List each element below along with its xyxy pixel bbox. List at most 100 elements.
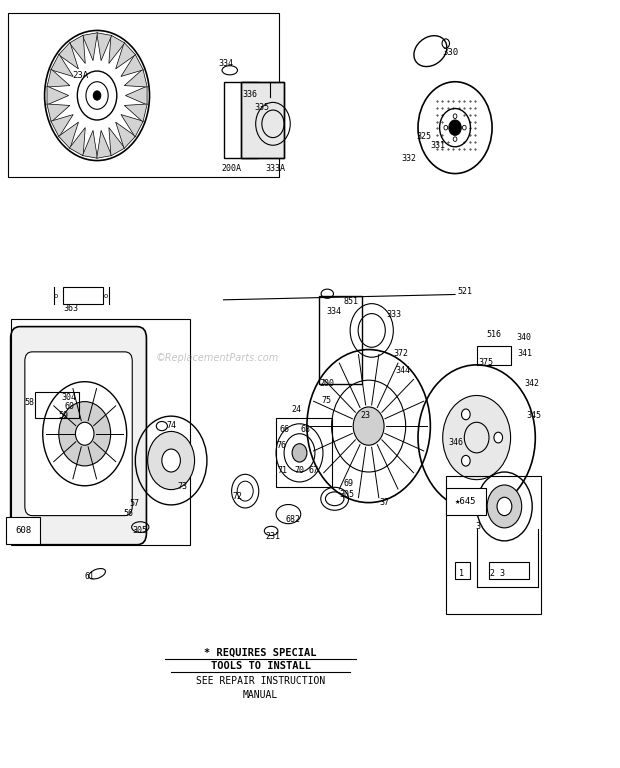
Text: 375: 375	[479, 358, 494, 367]
Text: 346: 346	[449, 439, 464, 447]
Text: 363: 363	[63, 303, 78, 313]
Bar	[446, 476, 541, 614]
Text: 72: 72	[233, 492, 243, 501]
Polygon shape	[47, 69, 70, 87]
Text: 37: 37	[379, 498, 389, 507]
Circle shape	[162, 449, 180, 472]
Circle shape	[497, 497, 512, 515]
Text: 2 3: 2 3	[490, 569, 505, 578]
Circle shape	[76, 422, 94, 445]
Text: 305: 305	[132, 526, 147, 535]
Text: 342: 342	[525, 379, 540, 389]
FancyBboxPatch shape	[25, 352, 132, 515]
Bar	[241, 81, 284, 158]
Polygon shape	[47, 104, 70, 122]
Polygon shape	[121, 114, 143, 137]
Text: 608: 608	[15, 526, 31, 535]
Text: 344: 344	[395, 366, 410, 375]
Bar	[224, 81, 257, 158]
Bar	[455, 562, 471, 579]
Circle shape	[94, 91, 101, 100]
Text: 56: 56	[123, 508, 133, 518]
Text: 60: 60	[64, 402, 74, 411]
Bar	[241, 81, 284, 158]
Text: 336: 336	[242, 90, 257, 99]
Polygon shape	[58, 122, 79, 148]
Text: 332: 332	[401, 154, 417, 163]
Polygon shape	[58, 42, 79, 69]
Text: 851: 851	[344, 296, 359, 306]
Polygon shape	[116, 122, 136, 148]
Text: MANUAL: MANUAL	[243, 690, 278, 700]
Polygon shape	[69, 127, 86, 156]
Text: * REQUIRES SPECIAL: * REQUIRES SPECIAL	[205, 647, 317, 657]
Circle shape	[453, 137, 457, 141]
Polygon shape	[109, 35, 125, 64]
Text: 68: 68	[301, 425, 311, 434]
Text: 76: 76	[276, 442, 286, 450]
Text: 58: 58	[25, 399, 35, 408]
Circle shape	[59, 402, 110, 466]
Polygon shape	[69, 35, 86, 64]
Polygon shape	[47, 86, 69, 105]
Polygon shape	[125, 86, 147, 105]
Text: 23: 23	[361, 412, 371, 420]
Text: 516: 516	[486, 329, 501, 339]
Text: ©ReplacementParts.com: ©ReplacementParts.com	[156, 353, 279, 363]
Text: 325: 325	[416, 132, 431, 141]
Circle shape	[443, 396, 511, 480]
Text: o: o	[104, 293, 107, 300]
Text: 66: 66	[279, 425, 289, 434]
Text: 341: 341	[517, 349, 533, 358]
Polygon shape	[97, 131, 112, 158]
Bar	[319, 296, 363, 384]
Text: 372: 372	[393, 349, 409, 358]
Text: 67: 67	[309, 465, 319, 475]
Text: 71: 71	[277, 465, 287, 475]
Bar	[477, 346, 511, 365]
Circle shape	[148, 432, 195, 490]
Polygon shape	[116, 42, 136, 69]
Polygon shape	[121, 54, 143, 77]
Bar	[276, 419, 332, 488]
Text: 231: 231	[265, 531, 281, 541]
Circle shape	[461, 409, 470, 420]
Circle shape	[453, 114, 457, 118]
Polygon shape	[124, 104, 147, 122]
Text: 61: 61	[85, 572, 95, 581]
Text: 305: 305	[339, 490, 354, 499]
Circle shape	[487, 485, 521, 528]
Text: 345: 345	[526, 412, 541, 420]
Circle shape	[292, 444, 307, 462]
Polygon shape	[124, 69, 147, 87]
Bar	[11, 319, 190, 545]
Polygon shape	[82, 33, 97, 61]
Text: ★645: ★645	[455, 497, 477, 506]
Text: 1: 1	[459, 569, 464, 578]
Text: 335: 335	[254, 103, 270, 112]
Text: 69: 69	[344, 478, 354, 488]
Polygon shape	[51, 54, 73, 77]
Text: 24: 24	[291, 406, 301, 414]
Text: 334: 334	[219, 59, 234, 68]
Text: 75: 75	[321, 396, 331, 406]
Text: 59: 59	[58, 412, 68, 420]
FancyBboxPatch shape	[11, 326, 146, 545]
Text: o: o	[54, 293, 58, 300]
Text: 330: 330	[443, 48, 459, 57]
Text: 521: 521	[457, 287, 472, 296]
Text: TOOLS TO INSTALL: TOOLS TO INSTALL	[211, 661, 311, 671]
Bar	[35, 392, 79, 419]
Circle shape	[449, 120, 461, 135]
Text: 333A: 333A	[265, 164, 286, 174]
Circle shape	[463, 125, 466, 130]
Bar	[489, 562, 529, 579]
Ellipse shape	[89, 568, 105, 579]
Text: 70: 70	[294, 465, 304, 475]
Bar	[63, 286, 104, 303]
Text: 304: 304	[62, 393, 77, 402]
Text: 200A: 200A	[221, 164, 241, 174]
Bar	[7, 13, 279, 177]
Circle shape	[353, 407, 384, 445]
Text: 340: 340	[516, 333, 532, 342]
